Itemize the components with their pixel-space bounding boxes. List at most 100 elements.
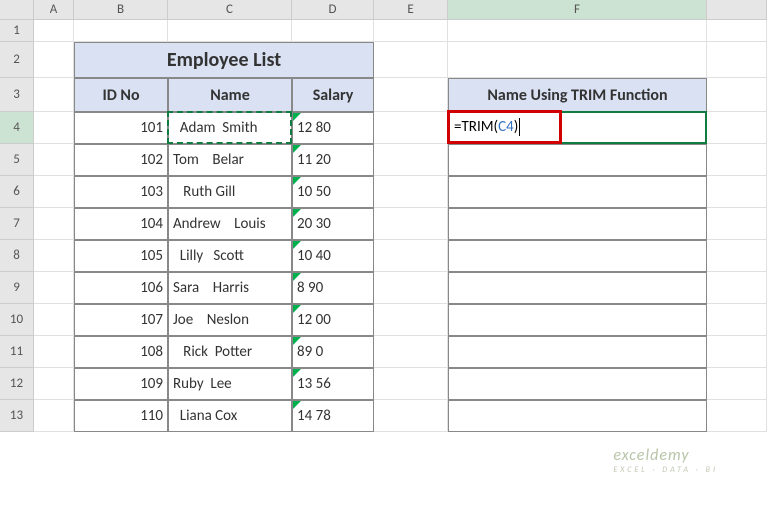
cell-salary-5[interactable]: 8 90 [292,272,374,304]
cell-E12[interactable] [374,368,448,400]
cell-A2[interactable] [34,42,74,78]
cell-E8[interactable] [374,240,448,272]
row-header-5[interactable]: 5 [0,144,34,176]
cell-G11[interactable] [707,336,767,368]
cell-D1[interactable] [292,20,374,42]
cell-F5[interactable] [448,144,707,176]
cell-id-2[interactable]: 103 [74,176,168,208]
row-header-9[interactable]: 9 [0,272,34,304]
row-header-3[interactable]: 3 [0,78,34,112]
cell-id-3[interactable]: 104 [74,208,168,240]
header-name[interactable]: Name [168,78,292,112]
cell-F1[interactable] [448,20,707,42]
cell-name-3[interactable]: Andrew Louis [168,208,292,240]
cell-A7[interactable] [34,208,74,240]
cell-G1[interactable] [707,20,767,42]
cell-G9[interactable] [707,272,767,304]
col-header-D[interactable]: D [292,0,374,20]
cell-name-1[interactable]: Tom Belar [168,144,292,176]
cell-name-8[interactable]: Ruby Lee [168,368,292,400]
cell-G4[interactable] [707,112,767,144]
cell-name-7[interactable]: Rick Potter [168,336,292,368]
cell-G6[interactable] [707,176,767,208]
cell-A3[interactable] [34,78,74,112]
cell-F11[interactable] [448,336,707,368]
row-header-10[interactable]: 10 [0,304,34,336]
cell-G12[interactable] [707,368,767,400]
corner-cell[interactable] [0,0,34,20]
cell-E4[interactable] [374,112,448,144]
cell-E6[interactable] [374,176,448,208]
cell-salary-2[interactable]: 10 50 [292,176,374,208]
col-header-C[interactable]: C [168,0,292,20]
cell-G8[interactable] [707,240,767,272]
cell-id-7[interactable]: 108 [74,336,168,368]
cell-id-5[interactable]: 106 [74,272,168,304]
cell-F7[interactable] [448,208,707,240]
cell-A11[interactable] [34,336,74,368]
cell-id-4[interactable]: 105 [74,240,168,272]
cell-name-5[interactable]: Sara Harris [168,272,292,304]
cell-A8[interactable] [34,240,74,272]
cell-F8[interactable] [448,240,707,272]
cell-E3[interactable] [374,78,448,112]
cell-G2[interactable] [707,42,767,78]
cell-G13[interactable] [707,400,767,432]
cell-E7[interactable] [374,208,448,240]
cell-A4[interactable] [34,112,74,144]
cell-id-6[interactable]: 107 [74,304,168,336]
cell-A6[interactable] [34,176,74,208]
row-header-11[interactable]: 11 [0,336,34,368]
cell-G3[interactable] [707,78,767,112]
cell-F10[interactable] [448,304,707,336]
cell-E1[interactable] [374,20,448,42]
cell-E2[interactable] [374,42,448,78]
cell-F12[interactable] [448,368,707,400]
cell-A1[interactable] [34,20,74,42]
cell-C1[interactable] [168,20,292,42]
cell-A13[interactable] [34,400,74,432]
cell-A9[interactable] [34,272,74,304]
cell-name-4[interactable]: Lilly Scott [168,240,292,272]
cell-F9[interactable] [448,272,707,304]
cell-salary-8[interactable]: 13 56 [292,368,374,400]
cell-name-6[interactable]: Joe Neslon [168,304,292,336]
cell-id-8[interactable]: 109 [74,368,168,400]
cell-A12[interactable] [34,368,74,400]
cell-salary-9[interactable]: 14 78 [292,400,374,432]
cell-E9[interactable] [374,272,448,304]
cell-salary-1[interactable]: 11 20 [292,144,374,176]
row-header-12[interactable]: 12 [0,368,34,400]
cell-name-0[interactable]: Adam Smith [168,112,292,144]
cell-F6[interactable] [448,176,707,208]
row-header-2[interactable]: 2 [0,42,34,78]
row-header-13[interactable]: 13 [0,400,34,432]
col-header-E[interactable]: E [374,0,448,20]
row-header-8[interactable]: 8 [0,240,34,272]
cell-name-9[interactable]: Liana Cox [168,400,292,432]
cell-salary-4[interactable]: 10 40 [292,240,374,272]
cell-G7[interactable] [707,208,767,240]
cell-salary-0[interactable]: 12 80 [292,112,374,144]
cell-B1[interactable] [74,20,168,42]
formula-input[interactable]: =TRIM(C4) [447,110,562,144]
cell-id-9[interactable]: 110 [74,400,168,432]
cell-id-0[interactable]: 101 [74,112,168,144]
col-header-B[interactable]: B [74,0,168,20]
cell-A5[interactable] [34,144,74,176]
cell-E11[interactable] [374,336,448,368]
col-header-blank[interactable] [707,0,767,20]
cell-E5[interactable] [374,144,448,176]
cell-F2[interactable] [448,42,707,78]
cell-id-1[interactable]: 102 [74,144,168,176]
cell-salary-7[interactable]: 89 0 [292,336,374,368]
cell-F13[interactable] [448,400,707,432]
row-header-6[interactable]: 6 [0,176,34,208]
row-header-1[interactable]: 1 [0,20,34,42]
cell-name-2[interactable]: Ruth Gill [168,176,292,208]
cell-G10[interactable] [707,304,767,336]
trim-header[interactable]: Name Using TRIM Function [448,78,707,112]
col-header-A[interactable]: A [34,0,74,20]
cell-E10[interactable] [374,304,448,336]
row-header-4[interactable]: 4 [0,112,34,144]
